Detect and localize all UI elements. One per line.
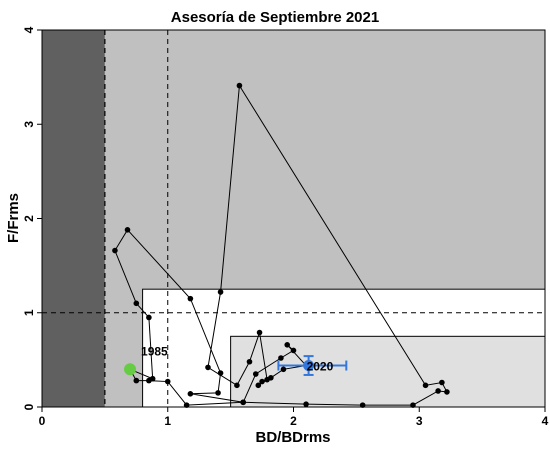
y-tick-label-0: 0 [22, 403, 36, 410]
current-marker-label: 2020 [307, 360, 334, 374]
data-point-20 [255, 382, 262, 389]
zone-dark [42, 30, 105, 407]
y-tick-label-3: 3 [22, 121, 36, 128]
plot-area: 1985 2020 [41, 29, 546, 408]
data-point-14 [217, 289, 224, 295]
data-point-32 [217, 370, 224, 376]
data-point-1 [133, 377, 140, 384]
start-marker [124, 363, 137, 376]
start-marker-label: 1985 [141, 344, 168, 358]
y-tick-label-2: 2 [22, 215, 36, 222]
y-tick-label-1: 1 [22, 309, 36, 316]
data-point-10 [444, 389, 450, 395]
data-point-13 [236, 82, 243, 89]
x-tick-label-3: 3 [416, 414, 423, 428]
data-point-36 [133, 300, 140, 307]
data-point-31 [215, 390, 221, 396]
data-point-12 [422, 382, 429, 389]
x-tick-label-2: 2 [290, 414, 297, 428]
y-tick-label-4: 4 [22, 26, 36, 33]
data-point-6 [303, 401, 309, 407]
y-axis: 0 1 2 3 4 [22, 26, 42, 410]
data-point-17 [246, 358, 253, 365]
x-tick-label-1: 1 [164, 414, 171, 428]
x-tick-label-4: 4 [542, 414, 549, 428]
data-point-38 [149, 375, 156, 382]
data-point-37 [146, 314, 152, 321]
data-point-16 [234, 382, 240, 389]
data-point-29 [240, 399, 246, 406]
x-axis-label: BD/BDrms [255, 429, 330, 446]
current-marker [303, 360, 315, 372]
data-point-28 [252, 371, 259, 377]
data-point-15 [205, 364, 211, 371]
data-point-23 [280, 366, 287, 373]
current-marker-group [277, 355, 348, 376]
data-point-3 [164, 378, 171, 385]
data-point-33 [187, 295, 194, 302]
data-point-26 [290, 347, 297, 354]
data-point-34 [124, 227, 131, 233]
chart-title: Asesoría de Septiembre 2021 [171, 9, 379, 26]
zone-light [230, 335, 546, 408]
data-point-11 [439, 379, 445, 386]
data-point-30 [187, 391, 194, 397]
data-point-27 [278, 355, 284, 361]
data-point-21 [259, 378, 265, 385]
data-point-25 [284, 341, 291, 348]
x-axis: 0 1 2 3 4 [39, 407, 549, 428]
data-point-35 [112, 247, 118, 254]
data-point-18 [256, 329, 263, 336]
y-axis-label: F/Frms [5, 193, 22, 243]
data-point-9 [435, 388, 441, 394]
data-point-22 [268, 374, 274, 381]
x-tick-label-0: 0 [39, 414, 46, 428]
